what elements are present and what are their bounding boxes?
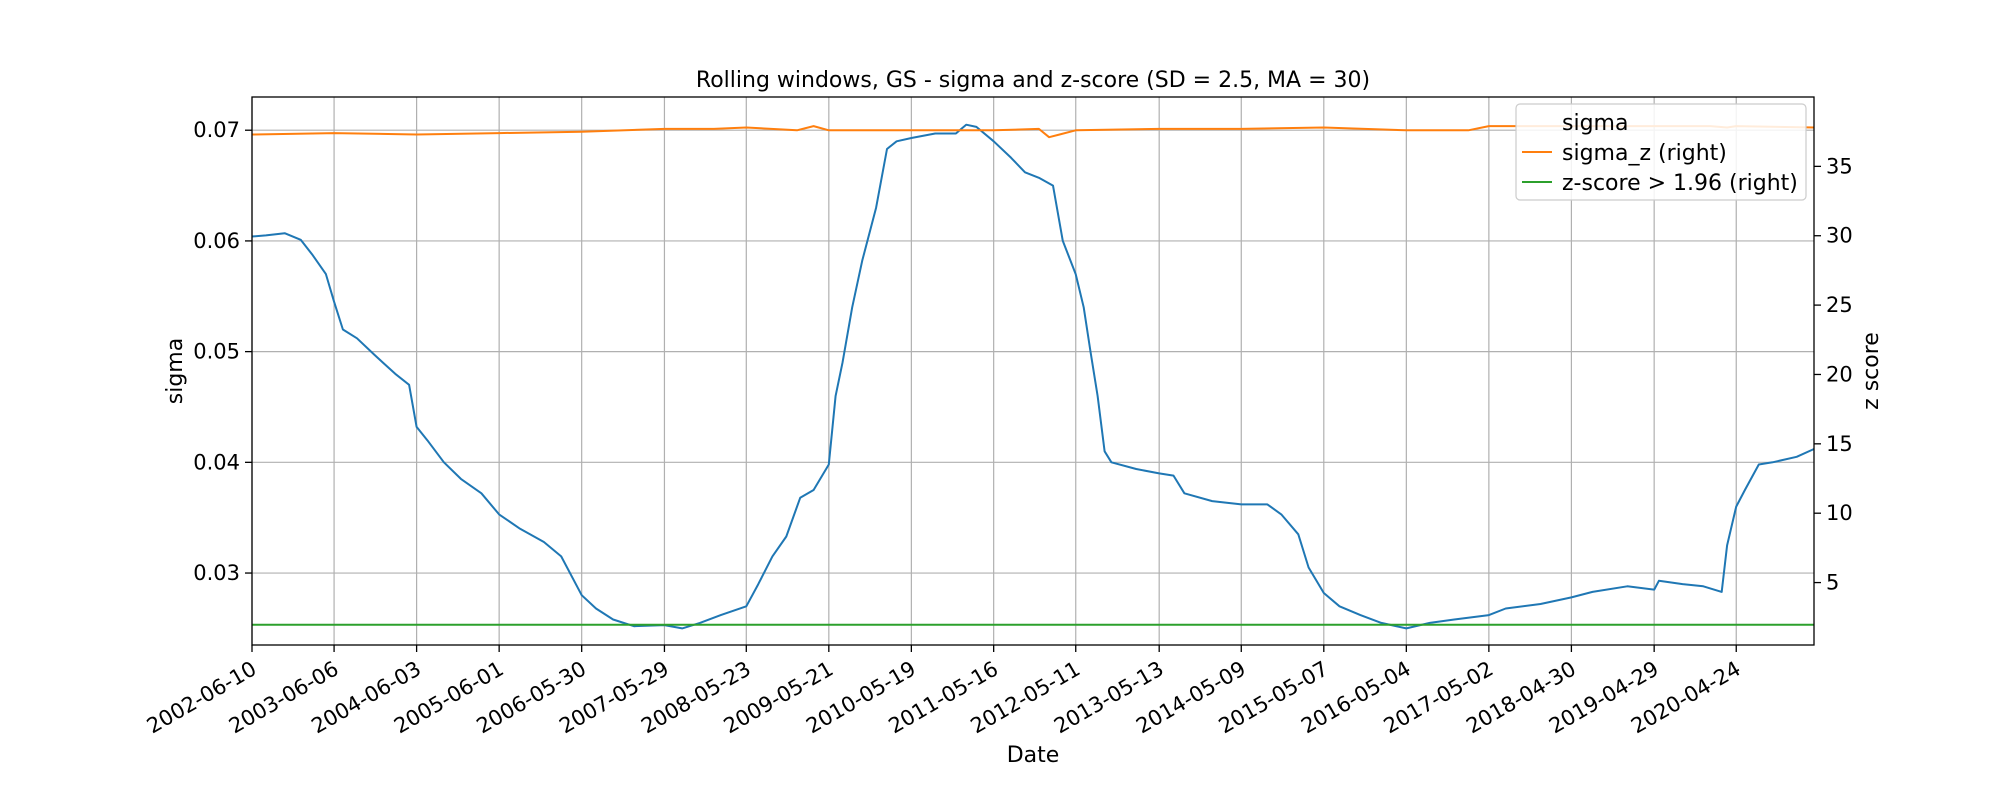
y-right-tick-label: 30 bbox=[1826, 224, 1853, 248]
y-right-tick-label: 5 bbox=[1826, 571, 1839, 595]
y-axis-title: sigma bbox=[163, 338, 188, 404]
y-right-tick-label: 20 bbox=[1826, 362, 1853, 386]
y-right-tick-label: 35 bbox=[1826, 154, 1853, 178]
y-right-tick-label: 15 bbox=[1826, 432, 1853, 456]
y-right-tick-label: 25 bbox=[1826, 293, 1853, 317]
y-tick-label: 0.07 bbox=[193, 118, 240, 142]
y-right-tick-label: 10 bbox=[1826, 501, 1853, 525]
plot-frame bbox=[251, 96, 1815, 646]
legend-label: sigma bbox=[1562, 111, 1628, 136]
series-line-1 bbox=[251, 123, 1815, 630]
chart-title: Rolling windows, GS - sigma and z-score … bbox=[696, 68, 1370, 93]
y-tick-label: 0.05 bbox=[193, 340, 240, 364]
grid-layer bbox=[251, 97, 1814, 645]
legend: sigma sigma_z (right) z-score > 1.96 (righ… bbox=[1515, 103, 1807, 201]
x-axis-title: Date bbox=[1007, 743, 1060, 768]
y-axis-title-right: z score bbox=[1859, 332, 1884, 410]
legend-box bbox=[1515, 103, 1807, 201]
y-tick-label: 0.04 bbox=[193, 450, 240, 474]
y-tick-label: 0.03 bbox=[193, 561, 240, 585]
legend-label: sigma_z (right) bbox=[1562, 141, 1727, 166]
legend-label: z-score > 1.96 (right) bbox=[1562, 171, 1798, 196]
y-tick-label: 0.06 bbox=[193, 229, 240, 253]
